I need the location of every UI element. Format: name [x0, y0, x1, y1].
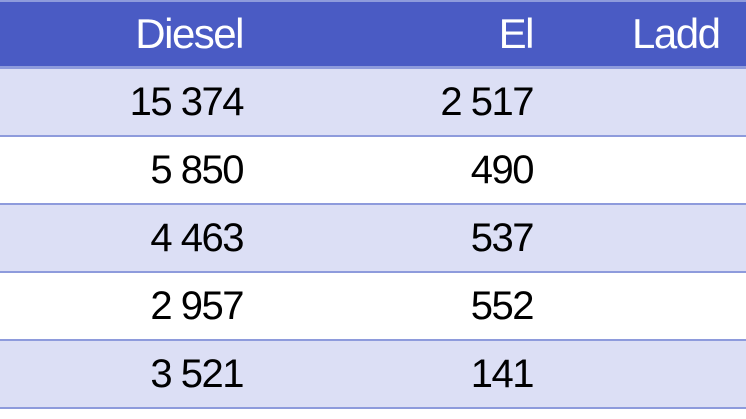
cell-diesel: 2 957	[150, 283, 244, 328]
data-table: Diesel El Ladd 15 374 2 517 5 850 490 4 …	[0, 0, 746, 409]
cell-el: 552	[470, 283, 535, 328]
table-row: 4 463 537	[0, 205, 746, 273]
cell-el: 2 517	[440, 79, 534, 124]
table-row: 15 374 2 517	[0, 69, 746, 137]
cell-el: 537	[470, 215, 535, 260]
cell-diesel: 3 521	[150, 351, 244, 396]
table-row: 2 957 552	[0, 273, 746, 341]
table-header-row: Diesel El Ladd	[0, 0, 746, 69]
cell-diesel: 4 463	[150, 215, 244, 260]
table-row: 3 521 141	[0, 341, 746, 409]
cell-diesel: 5 850	[150, 147, 244, 192]
cell-el: 490	[470, 147, 535, 192]
header-el: El	[498, 10, 535, 57]
header-diesel: Diesel	[135, 10, 244, 57]
cell-el: 141	[470, 351, 535, 396]
table-row: 5 850 490	[0, 137, 746, 205]
header-ladd: Ladd	[632, 10, 721, 57]
cell-diesel: 15 374	[129, 79, 245, 124]
